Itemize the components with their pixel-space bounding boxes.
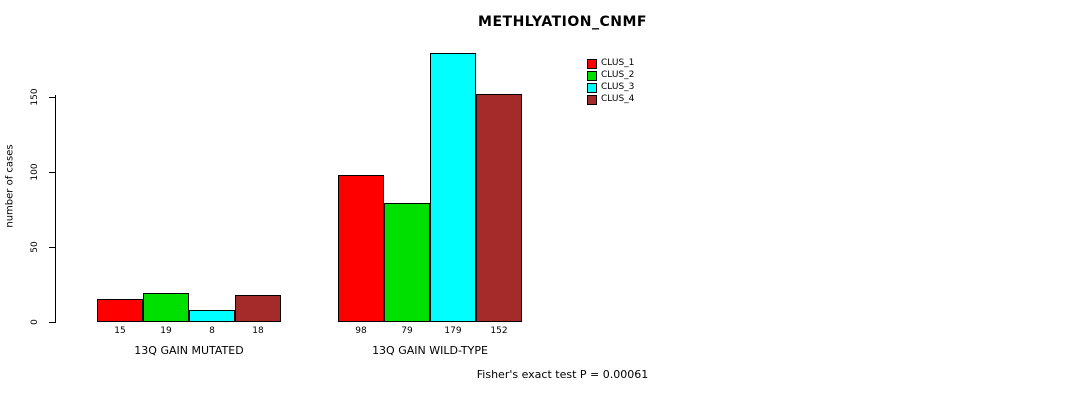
x-category-label: 13Q GAIN MUTATED [134, 344, 244, 357]
bar-clus_4-group1 [235, 295, 281, 322]
legend: CLUS_1 CLUS_2 CLUS_3 CLUS_4 [587, 58, 634, 105]
chart-title: METHLYATION_CNMF [478, 14, 647, 30]
legend-label-clus_3: CLUS_3 [601, 82, 635, 92]
y-tick-mark [49, 97, 55, 98]
y-tick-mark [49, 172, 55, 173]
legend-label-clus_1: CLUS_1 [601, 58, 635, 68]
bar-clus_1-group2 [338, 175, 384, 322]
bar-clus_3-group1 [189, 310, 235, 322]
bar-value-label: 15 [114, 326, 126, 336]
bar-clus_2-group1 [143, 293, 189, 322]
y-tick-label: 0 [30, 319, 40, 325]
y-tick-label: 150 [30, 88, 40, 106]
legend-item-clus_4: CLUS_4 [587, 94, 634, 105]
bar-clus_4-group2 [476, 94, 522, 322]
legend-item-clus_1: CLUS_1 [587, 58, 634, 69]
bar-value-label: 152 [490, 326, 508, 336]
bar-clus_2-group2 [384, 203, 430, 322]
y-axis-line [55, 95, 56, 323]
bar-value-label: 179 [444, 326, 462, 336]
y-tick-mark [49, 322, 55, 323]
bar-value-label: 79 [401, 326, 413, 336]
bar-value-label: 8 [209, 326, 215, 336]
y-tick-label: 100 [30, 163, 40, 181]
y-tick-label: 50 [30, 241, 40, 253]
legend-swatch-clus_1 [587, 58, 597, 69]
y-tick-mark [49, 247, 55, 248]
bar-value-label: 98 [355, 326, 367, 336]
bar-clus_1-group1 [97, 299, 143, 322]
legend-item-clus_3: CLUS_3 [587, 82, 634, 93]
legend-label-clus_2: CLUS_2 [601, 70, 635, 80]
legend-swatch-clus_2 [587, 70, 597, 81]
bar-value-label: 19 [160, 326, 172, 336]
legend-item-clus_2: CLUS_2 [587, 70, 634, 81]
legend-label-clus_4: CLUS_4 [601, 94, 635, 104]
x-category-label: 13Q GAIN WILD-TYPE [372, 344, 488, 357]
bar-clus_3-group2 [430, 53, 476, 322]
legend-swatch-clus_4 [587, 94, 597, 105]
stat-test-footnote: Fisher's exact test P = 0.00061 [476, 368, 649, 381]
legend-swatch-clus_3 [587, 82, 597, 93]
bar-value-label: 18 [252, 326, 264, 336]
